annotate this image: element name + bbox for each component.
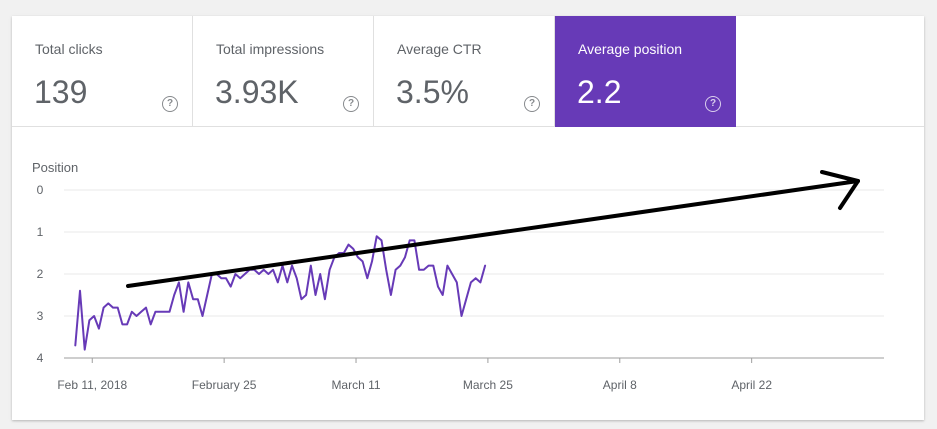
metric-label: Average CTR <box>397 41 482 57</box>
x-tick-label: Feb 11, 2018 <box>57 378 127 392</box>
position-series-line <box>74 235 487 351</box>
metric-average-ctr[interactable]: Average CTR 3.5% ? <box>374 16 555 127</box>
y-tick-label: 4 <box>37 351 44 365</box>
metric-total-impressions[interactable]: Total impressions 3.93K ? <box>193 16 374 127</box>
y-tick-label: 0 <box>37 183 44 197</box>
metric-value: 2.2 <box>577 74 622 110</box>
metric-label: Average position <box>578 41 683 57</box>
metrics-filler <box>736 16 924 127</box>
y-tick-label: 2 <box>37 267 44 281</box>
metrics-bar: Total clicks 139 ? Total impressions 3.9… <box>12 16 924 127</box>
help-icon[interactable]: ? <box>705 96 721 112</box>
metric-value: 3.5% <box>396 74 469 110</box>
metric-label: Total clicks <box>35 41 103 57</box>
metric-label: Total impressions <box>216 41 325 57</box>
y-tick-label: 1 <box>37 225 44 239</box>
help-icon[interactable]: ? <box>162 96 178 112</box>
annotation-arrow-shaft <box>126 179 860 288</box>
metric-total-clicks[interactable]: Total clicks 139 ? <box>12 16 193 127</box>
x-tick-label: February 25 <box>192 378 257 392</box>
annotation-arrow-head <box>820 170 860 210</box>
x-tick-label: April 22 <box>731 378 772 392</box>
metric-value: 139 <box>34 74 88 110</box>
x-tick-label: March 11 <box>331 378 380 392</box>
metric-value: 3.93K <box>215 74 299 110</box>
help-icon[interactable]: ? <box>343 96 359 112</box>
metric-average-position[interactable]: Average position 2.2 ? <box>555 16 736 127</box>
performance-card: Total clicks 139 ? Total impressions 3.9… <box>12 16 924 420</box>
x-tick-label: March 25 <box>463 378 513 392</box>
y-tick-label: 3 <box>37 309 44 323</box>
y-axis-title: Position <box>32 160 78 175</box>
x-tick-label: April 8 <box>603 378 637 392</box>
help-icon[interactable]: ? <box>524 96 540 112</box>
